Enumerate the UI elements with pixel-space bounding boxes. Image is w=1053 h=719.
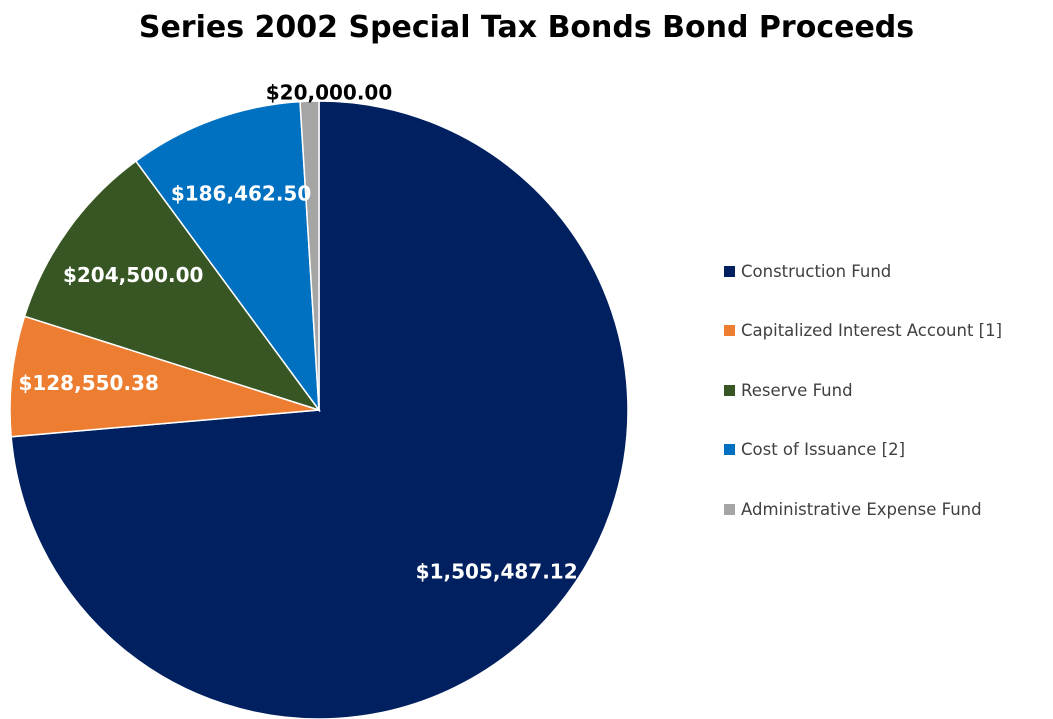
pie-slices [9,100,629,719]
legend-label: Construction Fund [741,261,892,281]
data-label-capitalized-interest-account: $128,550.38 [18,371,158,395]
data-label-construction-fund: $1,505,487.12 [416,559,578,583]
legend-item-reserve-fund: Reserve Fund [724,375,1044,405]
legend-swatch [724,503,735,515]
legend-item-construction-fund: Construction Fund [724,256,1044,286]
data-label-reserve-fund: $204,500.00 [63,263,203,287]
legend-item-capitalized-interest-account: Capitalized Interest Account [1] [724,316,1044,346]
pie-slice-reserve-fund [23,160,321,412]
legend: Construction Fund Capitalized Interest A… [724,256,1044,554]
pie-data-labels: $1,505,487.12 $128,550.38 $204,500.00 $186,… [18,81,577,584]
legend-label: Cost of Issuance [2] [741,440,906,459]
legend-swatch [724,444,735,455]
legend-label: Reserve Fund [741,380,853,400]
pie-slice-cost-of-issuance [134,100,320,413]
pie-slice-capitalized-interest-account [9,315,320,438]
legend-swatch [724,325,735,336]
legend-label: Capitalized Interest Account [1] [741,321,1003,340]
pie-slice-administrative-expense-fund [299,100,320,411]
data-label-cost-of-issuance: $186,462.50 [171,182,311,206]
legend-label: Administrative Expense Fund [741,499,982,519]
data-label-administrative-expense-fund: $20,000.00 [266,81,393,105]
legend-swatch [724,384,735,396]
legend-item-administrative-expense-fund: Administrative Expense Fund [724,494,1044,524]
legend-swatch [724,265,735,277]
legend-item-cost-of-issuance: Cost of Issuance [2] [724,435,1044,465]
chart-title: Series 2002 Special Tax Bonds Bond Proce… [138,10,915,45]
